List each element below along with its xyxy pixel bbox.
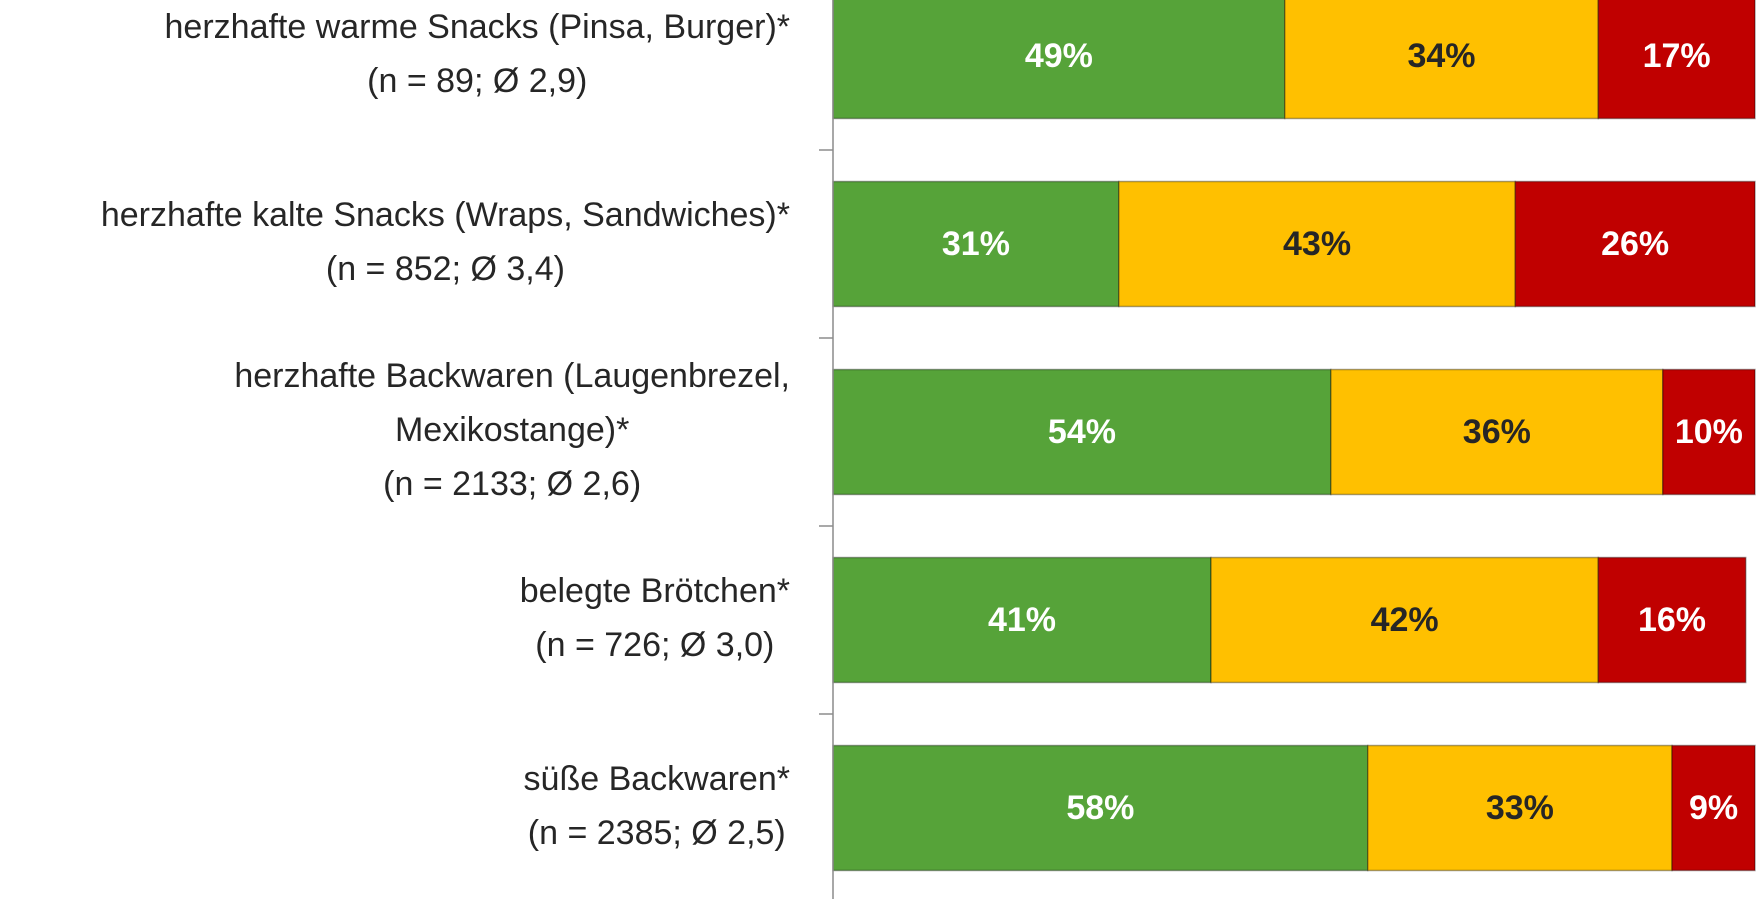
bar-segment <box>832 744 1369 872</box>
category-label: Mexikostange)* <box>395 411 629 449</box>
value-label: 36% <box>1463 413 1531 451</box>
bar-segment <box>832 180 1120 308</box>
category-label: (n = 726; Ø 3,0) <box>535 626 774 664</box>
value-label: 34% <box>1407 37 1475 75</box>
category-label: (n = 2385; Ø 2,5) <box>528 814 786 852</box>
value-label: 54% <box>1048 413 1116 451</box>
value-label: 58% <box>1066 789 1134 827</box>
value-label: 17% <box>1643 37 1711 75</box>
bar-segment <box>832 556 1212 684</box>
category-label: herzhafte warme Snacks (Pinsa, Burger)* <box>165 8 790 46</box>
category-label: (n = 852; Ø 3,4) <box>326 250 565 288</box>
value-label: 10% <box>1675 413 1743 451</box>
value-label: 31% <box>942 225 1010 263</box>
value-label: 41% <box>988 601 1056 639</box>
value-label: 43% <box>1283 225 1351 263</box>
bar-segment <box>1597 0 1756 120</box>
bar-segment <box>1514 180 1756 308</box>
value-label: 26% <box>1601 225 1669 263</box>
value-label: 33% <box>1486 789 1554 827</box>
bar-segment <box>832 368 1332 496</box>
bar-segment <box>1330 368 1664 496</box>
bar-segment <box>1210 556 1600 684</box>
category-label: herzhafte Backwaren (Laugenbrezel, <box>234 357 790 395</box>
bar-segment <box>1662 368 1756 496</box>
bar-segment <box>1118 180 1517 308</box>
category-label: belegte Brötchen* <box>520 572 790 610</box>
value-label: 42% <box>1371 601 1439 639</box>
bar-segment <box>1284 0 1600 120</box>
bar-segment <box>1367 744 1673 872</box>
category-label: süße Backwaren* <box>524 760 790 798</box>
value-label: 16% <box>1638 601 1706 639</box>
bar-segment <box>1671 744 1756 872</box>
bar-segment <box>1597 556 1747 684</box>
bar-segment <box>832 0 1286 120</box>
value-label: 9% <box>1689 789 1738 827</box>
category-label: (n = 2133; Ø 2,6) <box>383 465 641 503</box>
category-label: (n = 89; Ø 2,9) <box>367 62 587 100</box>
category-label: herzhafte kalte Snacks (Wraps, Sandwiche… <box>101 196 790 234</box>
value-label: 49% <box>1025 37 1093 75</box>
